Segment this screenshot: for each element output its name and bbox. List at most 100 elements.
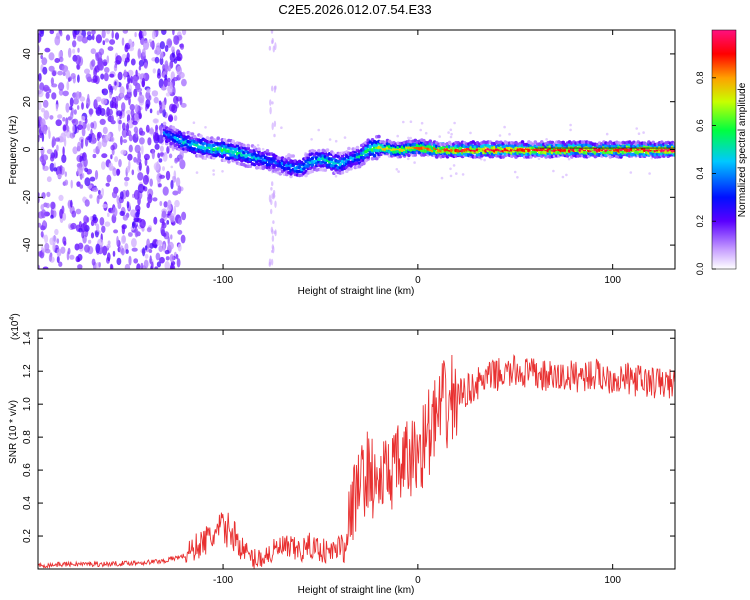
- spectrogram-noise-mark: [67, 77, 71, 82]
- spectrogram-ridge-mark: [377, 134, 381, 139]
- spectrogram-noise-mark: [87, 93, 90, 103]
- spectrogram-noise-mark: [163, 201, 168, 208]
- spectrogram-noise-mark: [173, 35, 180, 45]
- spectrogram-noise-mark: [271, 181, 274, 187]
- spectrogram-noise-mark: [132, 120, 138, 126]
- spectrogram-y-ticks: -40 -20 0 20 40: [22, 48, 675, 252]
- spectrogram-noise-mark: [42, 219, 46, 227]
- spectrogram-noise-mark: [164, 152, 168, 155]
- spectrogram-ridge-mark: [533, 140, 538, 144]
- spectrogram-noise-mark: [52, 235, 57, 244]
- spectrogram-noise-mark: [181, 78, 187, 87]
- spectrogram-noise-mark: [119, 93, 124, 98]
- spectrogram-noise-mark: [138, 162, 142, 171]
- spectrogram-noise-mark: [111, 30, 114, 39]
- spectrogram-noise-mark: [159, 200, 163, 207]
- spectrogram-y-tick-label: 20: [22, 96, 33, 108]
- spectrogram-noise-mark: [65, 102, 70, 113]
- spectrogram-noise-mark: [142, 40, 150, 50]
- snr-y-ticks: 0.2 0.4 0.6 0.8 1.0 1.2 1.4: [22, 331, 675, 543]
- spectrogram-ridge-mark: [192, 134, 197, 139]
- spectrogram-noise-mark: [165, 256, 170, 261]
- spectrogram-noise-mark: [55, 119, 62, 127]
- spectrogram-noise-mark: [79, 184, 84, 189]
- spectrogram-noise-mark: [121, 128, 128, 138]
- spectrogram-noise-mark: [82, 221, 87, 230]
- spectrogram-noise-mark: [148, 249, 153, 253]
- spectrogram-ridge-mark: [242, 143, 246, 148]
- spectrogram-noise-mark: [122, 139, 128, 144]
- spectrogram-noise-mark: [545, 138, 548, 141]
- spectrogram-noise-mark: [409, 136, 413, 140]
- spectrogram-noise-mark: [121, 235, 126, 245]
- spectrogram-noise-mark: [152, 197, 158, 202]
- spectrogram-noise-mark: [567, 157, 571, 161]
- spectrogram-noise-mark: [270, 208, 273, 215]
- spectrogram-noise-mark: [92, 75, 98, 83]
- spectrogram-noise-mark: [100, 98, 108, 105]
- spectrogram-noise-mark: [159, 152, 164, 156]
- spectrogram-noise-mark: [95, 96, 102, 102]
- spectrogram-noise-mark: [167, 210, 171, 216]
- snr-y-tick-label: 0.6: [22, 463, 33, 477]
- spectrogram-noise-mark: [272, 220, 275, 225]
- spectrogram-noise-mark: [133, 88, 138, 98]
- spectrogram-noise-mark: [39, 155, 45, 163]
- spectrogram-ridge-mark: [342, 157, 347, 161]
- spectrogram-noise-mark: [173, 115, 178, 122]
- spectrogram-noise-mark: [138, 59, 144, 67]
- spectrogram-noise-mark: [44, 248, 51, 254]
- spectrogram-noise-mark: [38, 102, 42, 111]
- snr-y-scale-label: (x104): [9, 313, 21, 340]
- spectrogram-noise-mark: [91, 258, 96, 266]
- spectrogram-noise-mark: [149, 108, 153, 114]
- spectrogram-noise-mark: [409, 120, 413, 123]
- spectrogram-noise-mark: [121, 225, 126, 235]
- spectrogram-noise-mark: [142, 48, 146, 57]
- spectrogram-noise-mark: [107, 83, 112, 91]
- spectrogram-noise-mark: [131, 169, 135, 176]
- spectrogram-ridge-mark: [304, 173, 308, 178]
- spectrogram-noise-mark: [169, 264, 176, 269]
- spectrogram-noise-mark: [397, 170, 400, 173]
- spectrogram-noise-mark: [449, 167, 452, 171]
- spectrogram-noise-mark: [270, 199, 273, 206]
- spectrogram-noise-mark: [52, 242, 56, 252]
- spectrogram-noise-mark: [141, 77, 146, 88]
- spectrogram-noise-mark: [126, 123, 129, 132]
- spectrogram-noise-mark: [69, 97, 74, 107]
- spectrogram-noise-mark: [142, 247, 146, 257]
- spectrogram-noise-mark: [61, 65, 69, 73]
- spectrogram-noise-mark: [170, 215, 175, 223]
- spectrogram-noise-mark: [134, 104, 139, 113]
- spectrogram-noise-mark: [144, 245, 148, 251]
- spectrogram-noise-mark: [116, 235, 119, 246]
- spectrogram-noise-mark: [271, 101, 274, 105]
- spectrogram-x-tick-label: -100: [213, 275, 233, 286]
- spectrogram-noise-mark: [148, 95, 152, 101]
- spectrogram-noise-mark: [162, 108, 166, 118]
- spectrogram-noise-mark: [268, 45, 272, 51]
- spectrogram-ridge-mark: [340, 154, 345, 158]
- spectrogram-ridge-mark: [540, 140, 544, 144]
- spectrogram-noise-mark: [111, 96, 117, 103]
- spectrogram-ridge-mark: [323, 168, 328, 172]
- spectrogram-noise-mark: [54, 58, 60, 63]
- spectrogram-noise-mark: [138, 30, 142, 41]
- spectrogram-ridge-mark: [162, 121, 167, 126]
- spectrogram-noise-mark: [106, 244, 111, 249]
- spectrogram-noise-mark: [114, 81, 117, 86]
- spectrogram-noise-mark: [101, 161, 106, 170]
- spectrogram-noise-mark: [569, 128, 572, 132]
- spectrogram-noise-mark: [76, 35, 83, 42]
- spectrogram-noise-mark: [159, 174, 166, 179]
- spectrogram-noise-mark: [121, 37, 125, 46]
- spectrogram-ridge-mark: [347, 146, 351, 151]
- spectrogram-noise-mark: [114, 32, 120, 40]
- spectrogram-noise-mark: [151, 90, 159, 97]
- spectrogram-noise-mark: [84, 177, 91, 187]
- spectrogram-noise-mark: [91, 187, 99, 192]
- spectrogram-noise-mark: [81, 36, 88, 44]
- spectrogram-x-tick-label: 100: [604, 275, 621, 286]
- spectrogram-noise-mark: [160, 225, 165, 236]
